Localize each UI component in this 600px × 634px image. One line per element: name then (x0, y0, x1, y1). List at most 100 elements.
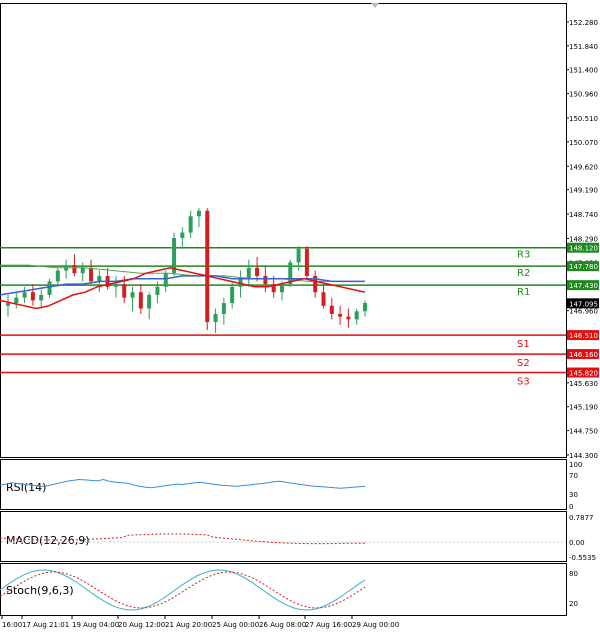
level-value-r1: 147.430 (569, 282, 598, 290)
rsi-tick-30: 30 (569, 491, 578, 499)
candle-body (221, 303, 226, 314)
time-label: 17 Aug 21:01 (22, 621, 69, 629)
candle-body (188, 216, 193, 233)
pivot-levels: R3 148.120 R2 147.780 R1 147.430 S1 146.510 S2 14… (0, 242, 599, 388)
level-name-r1: R1 (517, 287, 530, 298)
rsi-tick-70: 70 (569, 472, 578, 480)
level-tag-s2 (567, 349, 599, 360)
macd-panel-frame (0, 511, 567, 562)
candle-body (354, 311, 359, 320)
candle-body (122, 284, 127, 298)
time-label: 27 Aug 16:00 (305, 621, 352, 629)
level-value-r2: 147.780 (569, 263, 598, 271)
candle-body (271, 284, 276, 293)
candle-body (163, 273, 168, 287)
level-value-r3: 148.120 (569, 245, 598, 253)
candle-body (172, 237, 177, 274)
time-label: 21 Aug 20:00 (165, 621, 212, 629)
price-label: 148.290 (569, 236, 598, 244)
rsi-tick-0: 0 (569, 503, 573, 511)
level-name-r2: R2 (517, 268, 530, 279)
candle-body (205, 210, 210, 323)
rsi-label: RSI(14) (6, 481, 46, 494)
candle-body (304, 248, 309, 276)
candle-body (130, 292, 135, 298)
moving-averages (0, 264, 366, 310)
candle-body (155, 286, 160, 295)
stoch-label: Stoch(9,6,3) (6, 584, 74, 597)
level-tag-s3 (567, 367, 599, 378)
level-tag-s1 (567, 330, 599, 341)
candle-body (363, 303, 367, 312)
rsi-panel: RSI(14) 100 70 30 0 (0, 461, 582, 511)
price-label: 144.750 (569, 428, 598, 436)
macd-panel: MACD(12,26,9) 0.7877 0.00 -0.5535 (0, 514, 596, 562)
price-label: 151.840 (569, 43, 598, 51)
time-label: 26 Aug 08:00 (259, 621, 306, 629)
time-label: 29 Aug 00:00 (352, 621, 399, 629)
candle-body (263, 275, 268, 285)
macd-label: MACD(12,26,9) (6, 534, 90, 547)
candle-body (72, 265, 77, 274)
price-label: 145.630 (569, 380, 598, 388)
candle-body (313, 275, 318, 293)
candle-body (39, 294, 44, 301)
stoch-panel: Stoch(9,6,3) 80 20 (0, 569, 578, 611)
candle-body (113, 284, 118, 287)
scroll-shift-marker[interactable] (371, 3, 379, 8)
candle-body (196, 210, 201, 217)
time-label: 16:00 (2, 621, 22, 629)
price-label: 144.300 (569, 452, 598, 460)
candle-body (246, 267, 251, 279)
price-label: 152.280 (569, 19, 598, 27)
macd-tick-bottom: -0.5535 (569, 554, 596, 562)
candle-body (22, 292, 27, 298)
macd-tick-top: 0.7877 (569, 514, 594, 522)
price-label: 149.190 (569, 187, 598, 195)
price-label: 150.510 (569, 115, 598, 123)
level-name-r3: R3 (517, 250, 530, 261)
time-label: 20 Aug 12:00 (118, 621, 165, 629)
stoch-tick-80: 80 (569, 570, 578, 578)
candles (6, 208, 367, 333)
level-value-s3: 145.820 (569, 370, 598, 378)
time-label: 25 Aug 00:00 (212, 621, 259, 629)
candle-body (180, 232, 185, 238)
price-label: 149.620 (569, 163, 598, 171)
level-name-s2: S2 (517, 358, 530, 369)
price-label: 146.960 (569, 308, 598, 316)
rsi-line (0, 478, 366, 489)
ma-fast-line (0, 267, 366, 310)
price-label: 145.190 (569, 404, 598, 412)
stoch-tick-20: 20 (569, 600, 578, 608)
candle-body (321, 292, 326, 306)
candle-body (329, 305, 334, 314)
level-name-s1: S1 (517, 339, 530, 350)
level-value-s1: 146.510 (569, 332, 598, 340)
candle-body (338, 313, 343, 317)
macd-tick-zero: 0.00 (569, 539, 585, 547)
candle-body (80, 267, 85, 274)
candle-body (138, 292, 143, 309)
level-tag-r1 (567, 280, 599, 291)
candle-body (255, 267, 260, 276)
current-price-tag (567, 298, 599, 309)
price-tags: 147.095 (567, 298, 599, 309)
price-label: 151.400 (569, 67, 598, 75)
level-tag-r3 (567, 242, 599, 253)
ma-long-line (0, 264, 365, 282)
level-tag-r2 (567, 261, 599, 272)
candle-body (279, 284, 284, 293)
candle-body (30, 292, 35, 301)
candle-body (296, 248, 301, 263)
candle-body (97, 275, 102, 282)
price-axis: 152.280 151.840 151.400 150.960 150.510 150.0… (566, 19, 598, 460)
candle-body (55, 270, 60, 282)
main-panel-frame (0, 3, 567, 458)
rsi-panel-frame (0, 459, 567, 510)
candle-body (147, 294, 152, 309)
stoch-panel-frame (0, 563, 567, 616)
level-value-s2: 146.160 (569, 351, 598, 359)
